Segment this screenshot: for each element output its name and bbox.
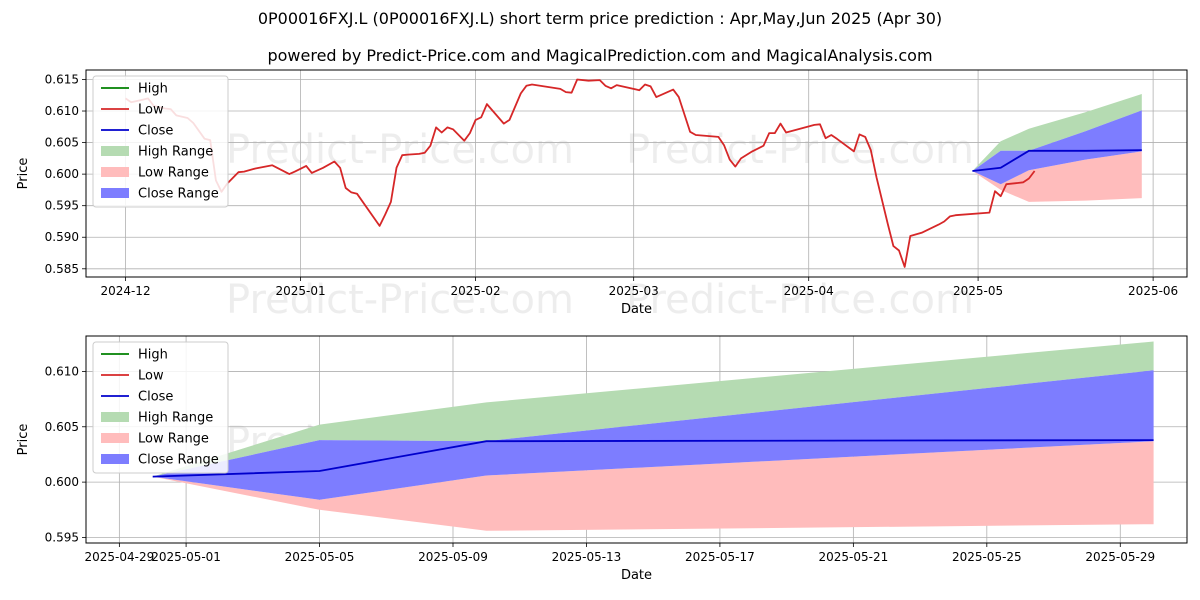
- close-forecast-line: [972, 149, 1142, 172]
- high-range-band: [152, 341, 1154, 477]
- legend-swatch-patch: [101, 146, 129, 156]
- x-axis-label: Date: [621, 302, 652, 317]
- close-range-band: [152, 370, 1154, 500]
- legend-swatch-patch: [101, 433, 129, 443]
- legend-label: High Range: [138, 411, 213, 426]
- watermark-text: Predict-Price.com: [626, 127, 974, 173]
- x-tick-label: 2025-05-21: [818, 550, 888, 564]
- watermark-text: Predict-Price.com: [226, 127, 574, 173]
- legend-label: Close: [138, 124, 173, 139]
- y-axis-label: Price: [16, 158, 31, 190]
- y-axis-label: Price: [16, 424, 31, 456]
- x-tick-label: 2025-05-17: [685, 550, 755, 564]
- top-price-panel: Predict-Price.com Predict-Price.com Predic…: [16, 69, 1188, 323]
- close-range-band: [972, 110, 1142, 185]
- x-tick-label: 2025-05-25: [952, 550, 1022, 564]
- high-range-band: [972, 94, 1142, 171]
- chart-title: 0P00016FXJ.L (0P00016FXJ.L) short term p…: [257, 9, 943, 28]
- y-tick-label: 0.585: [45, 262, 79, 276]
- chart-subtitle: powered by Predict-Price.com and Magical…: [267, 46, 933, 65]
- legend-swatch-patch: [101, 454, 129, 464]
- x-tick-label: 2025-05-13: [552, 550, 622, 564]
- y-tick-label: 0.610: [45, 104, 79, 118]
- plot-frame: [85, 335, 1188, 544]
- y-tick-label: 0.610: [45, 364, 79, 378]
- plot-frame: [85, 69, 1188, 278]
- legend-swatch-patch: [101, 412, 129, 422]
- y-tick-label: 0.590: [45, 230, 79, 244]
- x-tick-label: 2025-01: [275, 284, 325, 298]
- low-range-band: [152, 441, 1154, 531]
- x-tick-label: 2024-12: [100, 284, 150, 298]
- x-tick-label: 2025-05-01: [151, 550, 221, 564]
- y-tick-label: 0.605: [45, 420, 79, 434]
- legend-label: Close Range: [138, 453, 219, 468]
- y-tick-label: 0.595: [45, 199, 79, 213]
- x-tick-label: 2025-06: [1128, 284, 1178, 298]
- legend-label: High: [138, 348, 168, 363]
- x-tick-label: 2025-04-29: [84, 550, 154, 564]
- y-tick-label: 0.600: [45, 167, 79, 181]
- legend-label: High: [138, 82, 168, 97]
- watermark-text: Predict-Price.com: [226, 277, 574, 323]
- legend-label: Close Range: [138, 187, 219, 202]
- legend-label: Low: [138, 103, 164, 118]
- y-tick-label: 0.600: [45, 475, 79, 489]
- x-tick-label: 2025-05-05: [285, 550, 355, 564]
- legend-label: High Range: [138, 145, 213, 160]
- legend-swatch-patch: [101, 167, 129, 177]
- legend-label: Close: [138, 390, 173, 405]
- legend-label: Low Range: [138, 432, 209, 447]
- x-tick-label: 2025-02: [451, 284, 501, 298]
- low-range-band: [972, 151, 1142, 202]
- legend-label: Low: [138, 369, 164, 384]
- low-price-line: [125, 78, 1036, 268]
- x-tick-label: 2025-05-09: [418, 550, 488, 564]
- legend-label: Low Range: [138, 166, 209, 181]
- bottom-forecast-panel: Predict-Price.comPredict-Price.com2025-0…: [16, 335, 1188, 583]
- x-tick-label: 2025-04: [784, 284, 834, 298]
- x-tick-label: 2025-05-29: [1085, 550, 1155, 564]
- close-forecast-line: [152, 439, 1154, 478]
- x-axis-label: Date: [621, 568, 652, 583]
- legend-swatch-patch: [101, 188, 129, 198]
- x-tick-label: 2025-03: [609, 284, 659, 298]
- y-tick-label: 0.595: [45, 530, 79, 544]
- watermark-text: Predict-Price.com: [626, 277, 974, 323]
- y-tick-label: 0.605: [45, 136, 79, 150]
- x-tick-label: 2025-05: [953, 284, 1003, 298]
- y-tick-label: 0.615: [45, 72, 79, 86]
